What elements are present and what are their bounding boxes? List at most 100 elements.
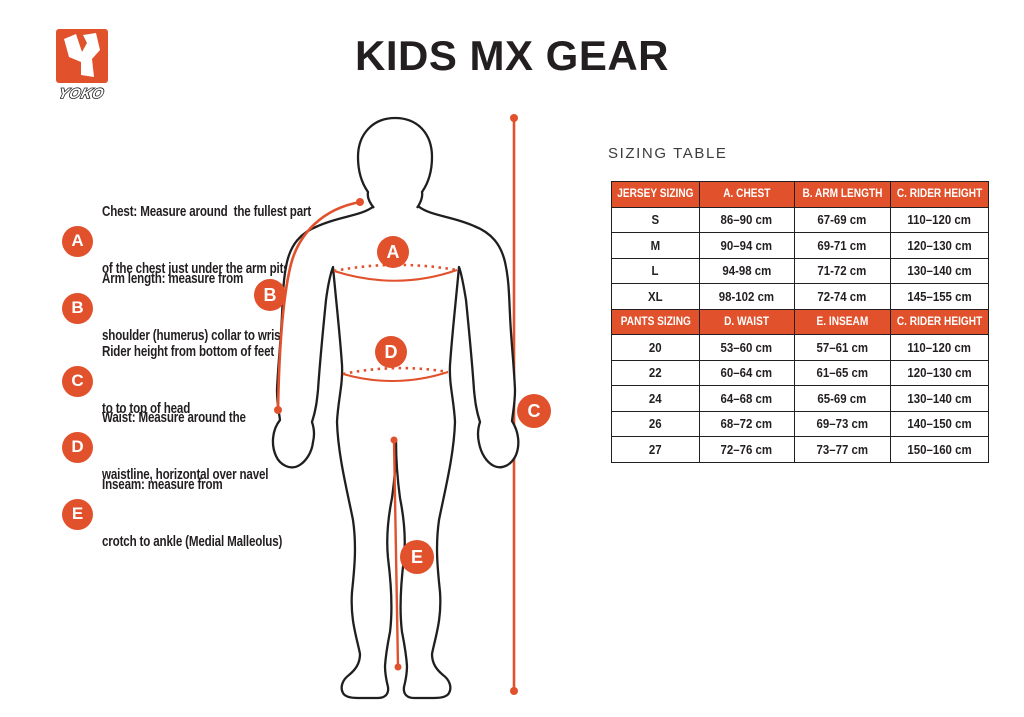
marker-b bbox=[254, 279, 286, 311]
table-cell: 27 bbox=[611, 436, 700, 463]
table-cell: 110–120 cm bbox=[889, 206, 989, 233]
table-cell: 72–76 cm bbox=[698, 436, 795, 463]
table-cell: M bbox=[611, 232, 700, 259]
legend-badge-e: E bbox=[62, 498, 93, 530]
table-cell: 20 bbox=[611, 334, 700, 361]
legend-line: to to top of head bbox=[102, 401, 191, 417]
legend-item-rider-height: C Rider height from bottom of feet to to… bbox=[62, 305, 317, 457]
table-cell: 57–61 cm bbox=[793, 334, 891, 361]
page-title: KIDS MX GEAR bbox=[354, 32, 670, 79]
body-measurement-diagram: A B D C E bbox=[254, 114, 551, 700]
table-cell: 94-98 cm bbox=[698, 257, 795, 284]
table-cell: 120–130 cm bbox=[889, 359, 989, 386]
table-cell: XL bbox=[611, 283, 700, 310]
chest-measure-line bbox=[333, 263, 458, 282]
table-cell: 130–140 cm bbox=[889, 257, 989, 284]
legend-line: waistline, horizontal over navel bbox=[102, 467, 269, 483]
marker-e bbox=[400, 540, 434, 574]
legend-text-chest: Chest: Measure around the fullest part o… bbox=[102, 165, 311, 317]
marker-d bbox=[375, 336, 407, 368]
pants-header-cell: D. WAIST bbox=[698, 308, 795, 335]
table-cell: 69–73 cm bbox=[793, 410, 891, 437]
jersey-header-cell: B. ARM LENGTH bbox=[793, 181, 891, 208]
marker-a bbox=[377, 236, 409, 268]
table-cell: 61–65 cm bbox=[793, 359, 891, 386]
legend-line: Arm length: measure from bbox=[102, 271, 244, 287]
legend-text-waist: Waist: Measure around the waistline, hor… bbox=[102, 371, 269, 523]
legend-text-inseam: Inseam: measure from crotch to ankle (Me… bbox=[102, 438, 282, 590]
table-cell: 60–64 cm bbox=[698, 359, 795, 386]
table-cell: 72-74 cm bbox=[793, 283, 891, 310]
head-outline bbox=[356, 116, 434, 209]
table-cell: 65-69 cm bbox=[793, 385, 891, 412]
table-cell: 90–94 cm bbox=[698, 232, 795, 259]
table-cell: S bbox=[611, 206, 700, 233]
legend-badge-c: C bbox=[62, 365, 93, 397]
body-outline bbox=[271, 204, 520, 700]
marker-a-label: A bbox=[387, 242, 400, 262]
waist-measure-line bbox=[342, 366, 449, 382]
legend-line: Rider height from bottom of feet bbox=[102, 344, 275, 360]
table-cell: 24 bbox=[611, 385, 700, 412]
legend-item-arm-length: B Arm length: measure from shoulder (hum… bbox=[62, 232, 330, 384]
legend-line: Inseam: measure from bbox=[102, 477, 223, 493]
inseam-measure-line bbox=[390, 436, 402, 671]
legend-badge-d: D bbox=[62, 431, 93, 463]
table-cell: 150–160 cm bbox=[889, 436, 989, 463]
table-cell: 73–77 cm bbox=[793, 436, 891, 463]
pants-header-row: PANTS SIZING D. WAIST E. INSEAM C. RIDER… bbox=[611, 308, 989, 335]
table-cell: 67-69 cm bbox=[793, 206, 891, 233]
table-cell: 120–130 cm bbox=[889, 232, 989, 259]
jersey-header-row: JERSEY SIZING A. CHEST B. ARM LENGTH C. … bbox=[611, 181, 989, 208]
arm-measure-line bbox=[274, 198, 364, 414]
sizing-table-title: SIZING TABLE bbox=[608, 145, 728, 162]
table-row: 27 72–76 cm 73–77 cm 150–160 cm bbox=[611, 436, 989, 463]
table-cell: 22 bbox=[611, 359, 700, 386]
marker-b-label: B bbox=[264, 285, 277, 305]
table-cell: 53–60 cm bbox=[698, 334, 795, 361]
table-cell: 26 bbox=[611, 410, 700, 437]
pants-header-cell: PANTS SIZING bbox=[611, 308, 700, 335]
legend-line: of the chest just under the arm pits bbox=[102, 261, 290, 277]
legend-item-chest: A Chest: Measure around the fullest part… bbox=[62, 165, 363, 317]
yoko-logo: YOKO bbox=[56, 29, 108, 103]
table-cell: L bbox=[611, 257, 700, 284]
table-cell: 140–150 cm bbox=[889, 410, 989, 437]
table-row: M 90–94 cm 69-71 cm 120–130 cm bbox=[611, 232, 989, 259]
logo-wordmark: YOKO bbox=[57, 86, 106, 102]
legend-text-arm-length: Arm length: measure from shoulder (humer… bbox=[102, 232, 284, 384]
marker-c-label: C bbox=[528, 401, 541, 421]
table-row: S 86–90 cm 67-69 cm 110–120 cm bbox=[611, 206, 989, 233]
table-row: 24 64–68 cm 65-69 cm 130–140 cm bbox=[611, 385, 989, 412]
table-cell: 64–68 cm bbox=[698, 385, 795, 412]
table-cell: 145–155 cm bbox=[889, 283, 989, 310]
table-row: XL 98-102 cm 72-74 cm 145–155 cm bbox=[611, 283, 989, 310]
jersey-header-cell: A. CHEST bbox=[698, 181, 795, 208]
table-cell: 69-71 cm bbox=[793, 232, 891, 259]
table-cell: 110–120 cm bbox=[889, 334, 989, 361]
legend-badge-b: B bbox=[62, 292, 93, 324]
pants-header-cell: E. INSEAM bbox=[793, 308, 891, 335]
diagram-markers: A B D C E bbox=[254, 236, 551, 574]
sizing-table: JERSEY SIZING A. CHEST B. ARM LENGTH C. … bbox=[611, 181, 989, 463]
jersey-header-cell: JERSEY SIZING bbox=[611, 181, 700, 208]
marker-d-label: D bbox=[385, 342, 398, 362]
marker-c bbox=[517, 394, 551, 428]
legend-badge-a: A bbox=[62, 225, 93, 257]
table-row: 20 53–60 cm 57–61 cm 110–120 cm bbox=[611, 334, 989, 361]
table-row: 26 68–72 cm 69–73 cm 140–150 cm bbox=[611, 410, 989, 437]
logo-y-mark-icon bbox=[64, 33, 100, 77]
pants-header-cell: C. RIDER HEIGHT bbox=[889, 308, 989, 335]
legend-text-rider-height: Rider height from bottom of feet to to t… bbox=[102, 305, 274, 457]
table-cell: 98-102 cm bbox=[698, 283, 795, 310]
jersey-header-cell: C. RIDER HEIGHT bbox=[889, 181, 989, 208]
table-cell: 71-72 cm bbox=[793, 257, 891, 284]
legend-line: Chest: Measure around the fullest part bbox=[102, 204, 312, 220]
legend-line: crotch to ankle (Medial Malleolus) bbox=[102, 534, 283, 550]
legend-item-waist: D Waist: Measure around the waistline, h… bbox=[62, 371, 310, 523]
legend-line: shoulder (humerus) collar to wrist bbox=[102, 328, 285, 344]
table-cell: 68–72 cm bbox=[698, 410, 795, 437]
marker-e-label: E bbox=[411, 547, 423, 567]
table-row: 22 60–64 cm 61–65 cm 120–130 cm bbox=[611, 359, 989, 386]
